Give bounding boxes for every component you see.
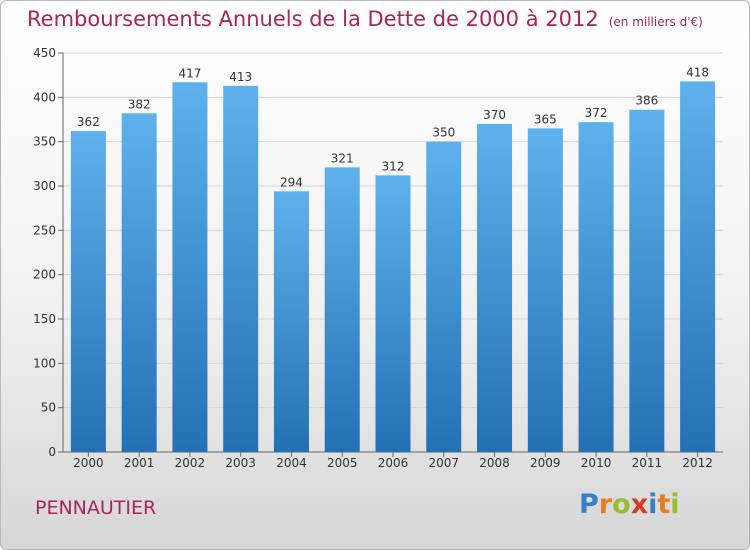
x-tick-label: 2001 <box>124 456 155 470</box>
bar-2010 <box>578 122 614 452</box>
bar-2004 <box>273 191 309 452</box>
value-label: 321 <box>331 151 354 165</box>
value-label: 413 <box>229 70 252 84</box>
value-label: 350 <box>432 126 455 140</box>
x-tick-label: 2002 <box>175 456 206 470</box>
chart-title-text: Remboursements Annuels de la Dette de 20… <box>27 7 599 31</box>
y-tick-label: 350 <box>33 135 56 149</box>
y-tick-label: 200 <box>33 268 56 282</box>
bar-2011 <box>629 109 665 452</box>
bar-2006 <box>375 175 411 453</box>
x-tick-label: 2007 <box>428 456 459 470</box>
bar-2012 <box>680 81 716 452</box>
value-label: 312 <box>382 159 405 173</box>
y-tick-label: 150 <box>33 312 56 326</box>
bar-2009 <box>527 128 563 452</box>
bar-2008 <box>477 123 513 452</box>
x-tick-label: 2004 <box>276 456 307 470</box>
x-tick-label: 2008 <box>479 456 510 470</box>
x-tick-label: 2010 <box>581 456 612 470</box>
x-tick-label: 2000 <box>73 456 104 470</box>
bars <box>70 81 716 453</box>
logo-letter: t <box>657 489 671 520</box>
x-tick-label: 2006 <box>378 456 409 470</box>
x-tick-label: 2011 <box>632 456 663 470</box>
y-tick-label: 400 <box>33 90 56 104</box>
logo-letter: o <box>612 489 631 520</box>
value-label: 372 <box>585 106 608 120</box>
y-tick-label: 300 <box>33 179 56 193</box>
logo-letter: P <box>579 489 599 520</box>
logo-letter: r <box>598 489 613 520</box>
proxiti-logo: Proxiti <box>579 489 680 520</box>
x-tick-label: 2005 <box>327 456 358 470</box>
logo-letter: i <box>670 489 680 520</box>
bar-2003 <box>223 85 259 452</box>
x-tick-label: 2009 <box>530 456 561 470</box>
bar-2007 <box>426 141 462 452</box>
bar-2002 <box>172 82 208 452</box>
logo-letter: x <box>630 489 649 520</box>
logo-letter: i <box>648 489 658 520</box>
bar-2005 <box>324 167 360 452</box>
bar-2000 <box>70 131 106 452</box>
value-label: 365 <box>534 112 557 126</box>
chart-unit-note: (en milliers d'€) <box>608 15 703 29</box>
chart-title: Remboursements Annuels de la Dette de 20… <box>27 7 703 31</box>
value-label: 370 <box>483 108 506 122</box>
y-tick-label: 450 <box>33 46 56 60</box>
y-tick-label: 50 <box>41 401 56 415</box>
y-tick-label: 100 <box>33 356 56 370</box>
x-tick-label: 2003 <box>225 456 256 470</box>
value-label: 362 <box>77 115 100 129</box>
value-label: 294 <box>280 175 303 189</box>
value-label: 382 <box>128 97 151 111</box>
y-tick-label: 0 <box>48 445 56 459</box>
value-label: 386 <box>635 94 658 108</box>
y-tick-label: 250 <box>33 223 56 237</box>
value-label: 418 <box>686 65 709 79</box>
value-label: 417 <box>178 66 201 80</box>
place-name: PENNAUTIER <box>35 497 157 519</box>
labels: 0 50 100 150 200 250 300 350 400 450 362 2000 382 200… <box>33 46 713 470</box>
bar-2001 <box>121 113 157 452</box>
x-tick-label: 2012 <box>682 456 713 470</box>
